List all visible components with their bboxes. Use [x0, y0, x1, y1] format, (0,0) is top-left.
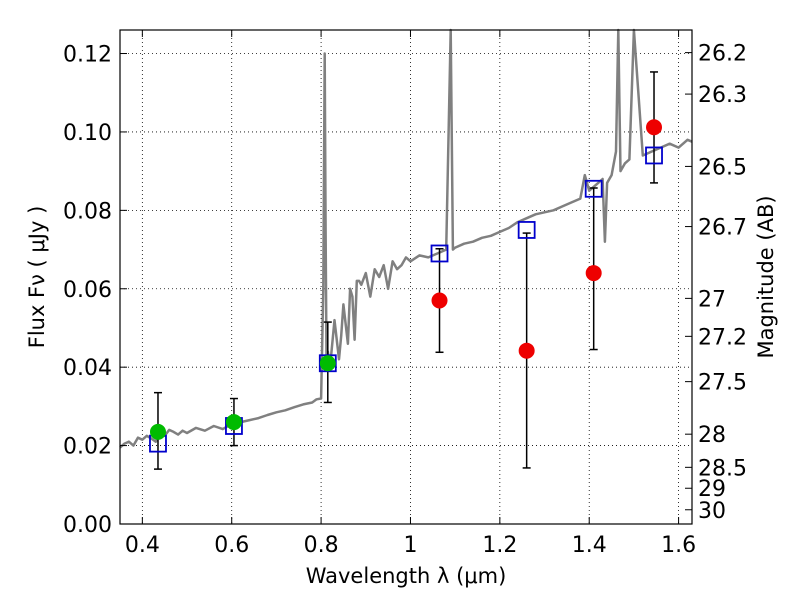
right-tick-label: 29 [698, 477, 726, 502]
y-tick-label: 0.00 [63, 513, 112, 538]
y-tick-label: 0.06 [63, 278, 112, 303]
right-tick-label: 26.5 [698, 155, 747, 180]
grid-lines [120, 30, 692, 525]
green-point [225, 414, 242, 431]
green-point [319, 355, 336, 372]
model-square [584, 179, 603, 198]
right-tick-label: 27.2 [698, 325, 747, 350]
right-tick-label: 28 [698, 423, 726, 448]
y-tick-label: 0.04 [63, 356, 112, 381]
x-tick-label: 1 [403, 533, 417, 558]
template-spectrum [119, 28, 693, 449]
right-tick-label: 26.3 [698, 83, 747, 108]
tick-labels: 0.4 0.6 0.8 1 1.2 1.4 1.6 0.00 0.02 0.04 0.06 0.08 0… [63, 42, 747, 558]
model-square [517, 221, 536, 239]
data-points [149, 119, 663, 453]
red-point [646, 119, 663, 136]
x-tick-label: 1.2 [482, 533, 517, 558]
right-tick-label: 27.5 [698, 371, 747, 396]
green-point [149, 423, 166, 440]
right-tick-label: 26.7 [698, 216, 747, 241]
red-point [518, 342, 535, 359]
axis-ticks [120, 30, 692, 525]
right-tick-label: 26.2 [698, 42, 747, 67]
x-tick-label: 0.6 [214, 533, 249, 558]
model-square [645, 146, 663, 165]
y-tick-label: 0.12 [63, 43, 112, 68]
model-square [430, 244, 449, 263]
y-tick-label: 0.10 [63, 121, 112, 146]
right-y-axis-label: Magnitude (AB) [754, 195, 778, 358]
x-tick-label: 1.4 [572, 533, 607, 558]
y-axis-label: Flux Fν ( μJy ) [25, 206, 49, 349]
x-tick-label: 0.4 [125, 533, 160, 558]
red-point [431, 292, 448, 309]
y-tick-label: 0.02 [63, 435, 112, 460]
x-tick-label: 1.6 [661, 533, 696, 558]
red-point [585, 265, 602, 282]
plot-frame [119, 29, 693, 525]
template-line [119, 28, 693, 449]
y-tick-label: 0.08 [63, 199, 112, 224]
right-tick-label: 28.5 [698, 456, 747, 481]
x-axis-label: Wavelength λ (μm) [306, 564, 507, 588]
error-bars [153, 71, 659, 470]
x-tick-label: 0.8 [304, 533, 339, 558]
right-tick-label: 27 [698, 287, 726, 312]
right-tick-label: 30 [698, 499, 726, 524]
